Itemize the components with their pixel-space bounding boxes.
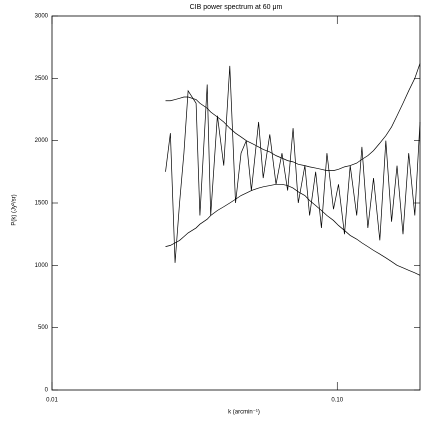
y-tick-label: 1000 xyxy=(35,263,49,269)
y-tick-label: 1500 xyxy=(35,201,49,207)
series-line xyxy=(165,65,421,263)
y-axis-label: P(k) (Jy²/sr) xyxy=(12,194,18,225)
y-tick-label: 2500 xyxy=(35,76,49,82)
x-tick-label: 0.10 xyxy=(331,398,343,404)
x-axis-label: k (arcmin⁻¹) xyxy=(228,410,260,416)
y-tick-label: 3000 xyxy=(35,14,49,20)
y-tick-label: 2000 xyxy=(35,138,49,144)
chart-title: CIB power spectrum at 60 μm xyxy=(190,4,283,11)
series-line xyxy=(165,183,421,276)
y-tick-label: 0 xyxy=(45,388,49,394)
x-tick-label: 0.01 xyxy=(46,398,58,404)
y-tick-label: 500 xyxy=(38,325,49,331)
series-line xyxy=(165,63,421,171)
